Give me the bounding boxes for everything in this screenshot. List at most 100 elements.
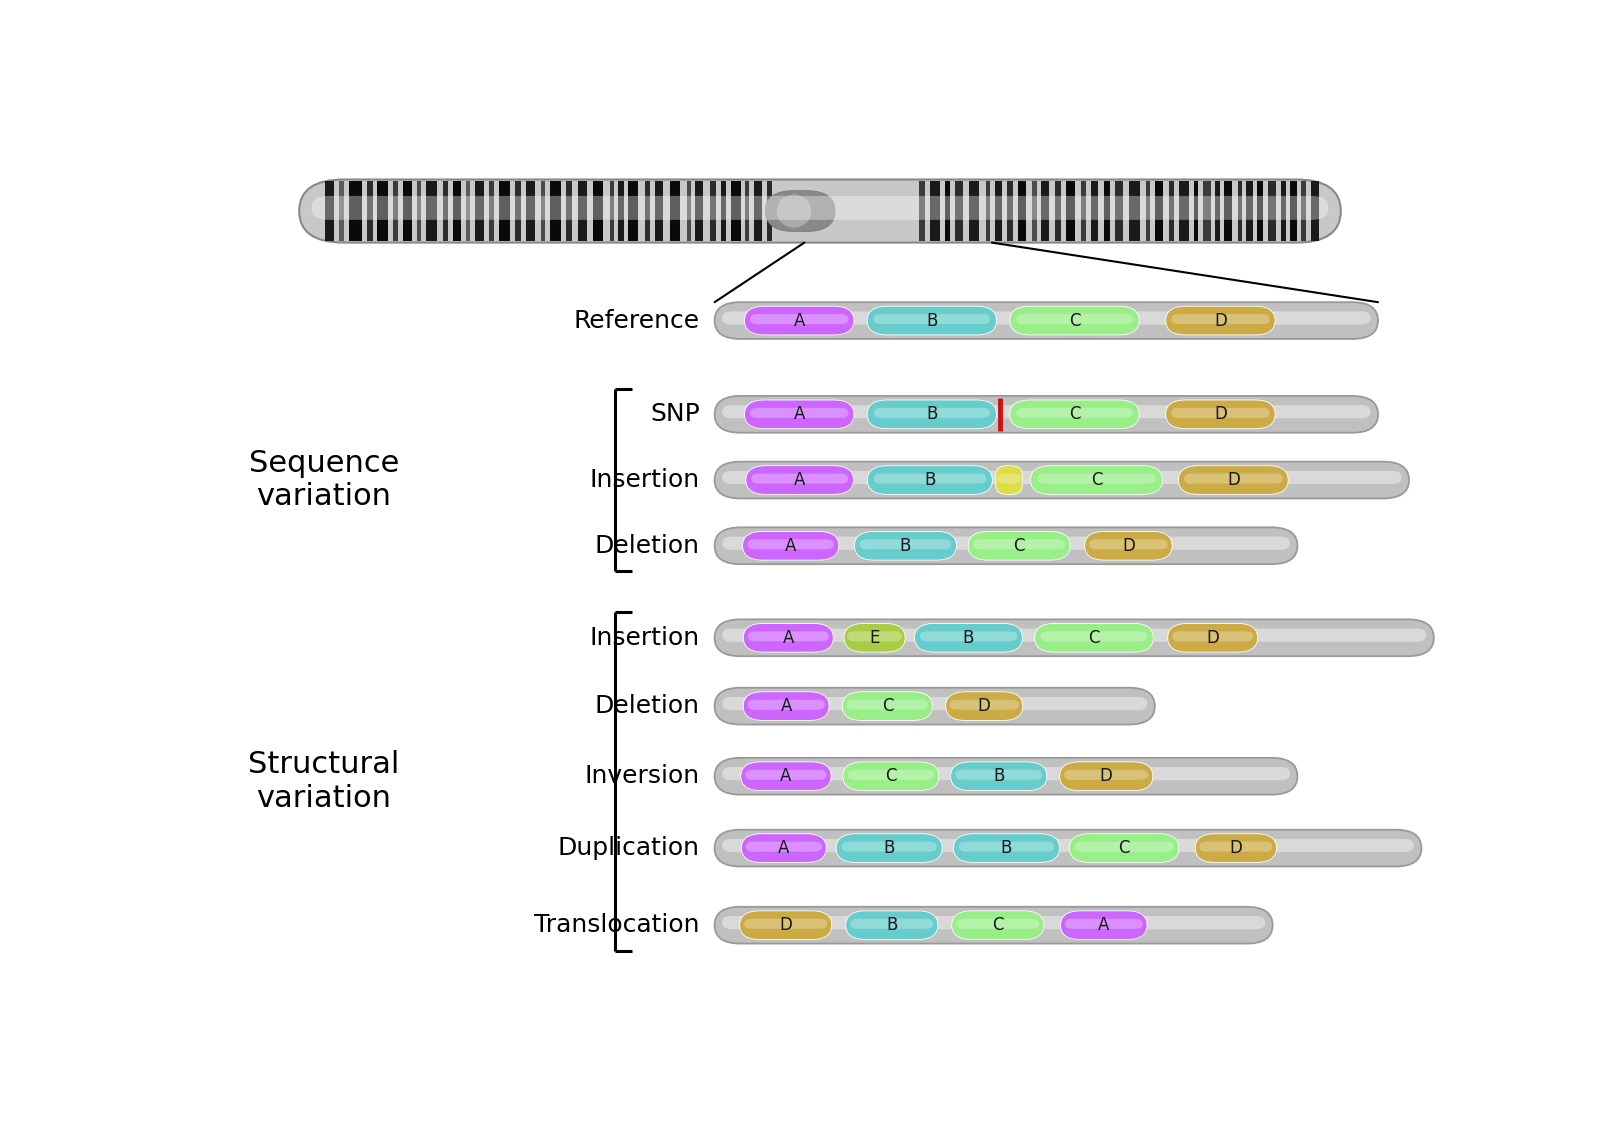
FancyBboxPatch shape <box>722 839 1414 852</box>
Bar <box>722 181 726 241</box>
Text: A: A <box>778 839 789 857</box>
Text: D: D <box>1099 767 1112 785</box>
FancyBboxPatch shape <box>715 619 1434 657</box>
FancyBboxPatch shape <box>746 769 827 780</box>
FancyBboxPatch shape <box>750 314 848 324</box>
FancyBboxPatch shape <box>1171 314 1270 324</box>
Bar <box>1155 181 1163 241</box>
FancyBboxPatch shape <box>1066 918 1142 929</box>
Bar <box>754 181 762 241</box>
FancyBboxPatch shape <box>850 918 933 929</box>
FancyBboxPatch shape <box>715 527 1298 564</box>
FancyBboxPatch shape <box>741 834 826 863</box>
FancyBboxPatch shape <box>957 918 1040 929</box>
Bar <box>970 181 979 241</box>
FancyBboxPatch shape <box>1016 407 1133 418</box>
FancyBboxPatch shape <box>1069 834 1179 863</box>
Text: B: B <box>899 537 910 554</box>
Text: B: B <box>1002 839 1013 857</box>
Bar <box>1310 181 1318 241</box>
Bar <box>1032 181 1037 241</box>
FancyBboxPatch shape <box>752 473 848 484</box>
FancyBboxPatch shape <box>744 692 829 720</box>
Bar <box>686 181 691 241</box>
FancyBboxPatch shape <box>741 761 830 791</box>
Bar <box>1179 181 1189 241</box>
FancyBboxPatch shape <box>1173 632 1253 642</box>
Text: B: B <box>926 312 938 330</box>
FancyBboxPatch shape <box>744 624 834 652</box>
FancyBboxPatch shape <box>874 314 990 324</box>
Text: B: B <box>963 629 974 646</box>
Bar <box>453 181 461 241</box>
FancyBboxPatch shape <box>742 531 838 560</box>
Bar <box>594 181 603 241</box>
Bar <box>499 181 510 241</box>
Bar <box>1082 181 1086 241</box>
FancyBboxPatch shape <box>1016 314 1133 324</box>
Bar <box>931 181 939 241</box>
Bar <box>766 181 773 241</box>
FancyBboxPatch shape <box>744 399 854 429</box>
Bar <box>1146 181 1150 241</box>
FancyBboxPatch shape <box>1064 769 1149 780</box>
FancyBboxPatch shape <box>949 700 1019 710</box>
Text: B: B <box>883 839 894 857</box>
FancyBboxPatch shape <box>715 907 1272 943</box>
FancyBboxPatch shape <box>867 465 992 494</box>
Text: D: D <box>1227 471 1240 489</box>
Bar <box>645 181 650 241</box>
Bar <box>443 181 448 241</box>
Text: B: B <box>994 767 1005 785</box>
Bar <box>918 181 925 241</box>
FancyBboxPatch shape <box>1195 834 1277 863</box>
Bar <box>1194 181 1198 241</box>
FancyBboxPatch shape <box>312 196 1328 220</box>
FancyBboxPatch shape <box>747 700 824 710</box>
Text: D: D <box>1214 405 1227 423</box>
Text: A: A <box>781 698 792 715</box>
Bar <box>1214 181 1219 241</box>
Bar <box>1224 181 1232 241</box>
FancyBboxPatch shape <box>950 761 1046 791</box>
FancyBboxPatch shape <box>920 632 1018 642</box>
Bar <box>394 181 398 241</box>
FancyBboxPatch shape <box>1010 306 1139 335</box>
FancyBboxPatch shape <box>715 687 1155 725</box>
Bar <box>1267 181 1277 241</box>
FancyBboxPatch shape <box>750 407 848 418</box>
Bar <box>378 181 387 241</box>
Text: Structural
variation: Structural variation <box>248 750 400 813</box>
Bar <box>1130 181 1139 241</box>
Bar <box>488 181 494 241</box>
Text: Reference: Reference <box>573 308 699 332</box>
FancyBboxPatch shape <box>715 396 1378 432</box>
Text: SNP: SNP <box>650 403 699 427</box>
FancyBboxPatch shape <box>846 632 902 642</box>
Bar <box>349 181 362 241</box>
FancyBboxPatch shape <box>995 465 1022 494</box>
Text: C: C <box>1013 537 1026 554</box>
FancyBboxPatch shape <box>722 916 1266 930</box>
FancyBboxPatch shape <box>722 312 1371 324</box>
Bar <box>426 181 437 241</box>
FancyBboxPatch shape <box>1184 473 1283 484</box>
Text: Insertion: Insertion <box>589 468 699 492</box>
FancyBboxPatch shape <box>722 405 1371 419</box>
FancyBboxPatch shape <box>915 624 1022 652</box>
FancyBboxPatch shape <box>1037 473 1155 484</box>
Bar <box>418 181 421 241</box>
Bar <box>670 181 680 241</box>
Bar <box>466 181 470 241</box>
FancyBboxPatch shape <box>722 767 1290 781</box>
FancyBboxPatch shape <box>859 539 952 550</box>
Bar <box>955 181 963 241</box>
Text: B: B <box>886 916 898 934</box>
FancyBboxPatch shape <box>746 842 822 851</box>
FancyBboxPatch shape <box>973 539 1066 550</box>
Text: C: C <box>1069 312 1080 330</box>
FancyBboxPatch shape <box>746 465 853 494</box>
FancyBboxPatch shape <box>997 473 1021 484</box>
Bar <box>1238 181 1242 241</box>
Bar <box>694 181 704 241</box>
